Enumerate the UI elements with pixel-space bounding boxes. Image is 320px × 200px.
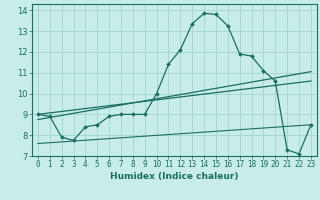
X-axis label: Humidex (Indice chaleur): Humidex (Indice chaleur) [110,172,239,181]
